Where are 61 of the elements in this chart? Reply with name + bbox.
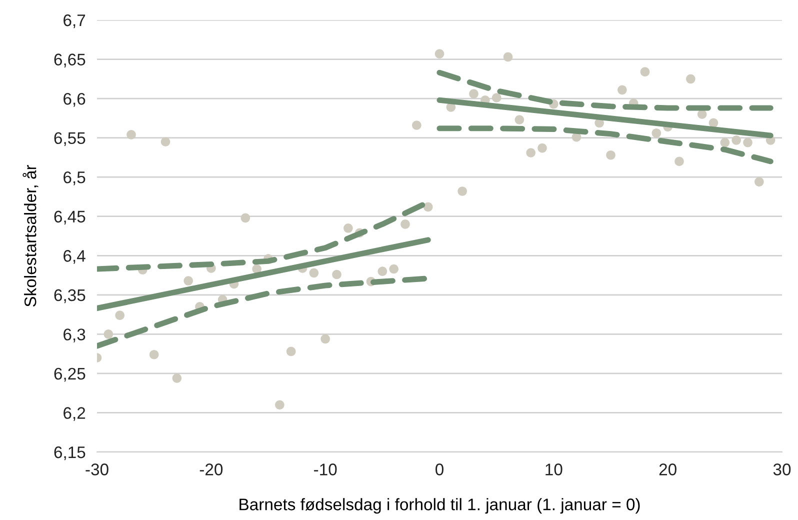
y-tick-label: 6,65 <box>54 54 86 68</box>
y-tick-label: 6,4 <box>64 250 86 264</box>
point <box>503 52 513 62</box>
point <box>412 120 422 130</box>
point <box>434 49 444 58</box>
point <box>708 118 718 128</box>
point <box>458 186 467 196</box>
point <box>332 270 342 280</box>
x-tick-label: 20 <box>659 464 676 476</box>
point <box>469 89 478 98</box>
point <box>344 223 353 233</box>
point <box>240 213 250 223</box>
y-tick-label: 6,6 <box>64 92 86 107</box>
point <box>400 220 410 229</box>
y-tick-label: 6,5 <box>64 171 86 186</box>
point <box>732 136 741 145</box>
point <box>309 268 319 278</box>
x-tick-label: -20 <box>200 464 223 476</box>
x-tick-label: 0 <box>436 464 444 476</box>
point <box>743 138 752 148</box>
point <box>378 266 388 276</box>
point <box>423 202 433 212</box>
point <box>275 400 284 410</box>
point <box>618 85 627 95</box>
point <box>104 330 114 339</box>
y-tick-label: 6,45 <box>54 210 86 225</box>
y-tick-label: 6,2 <box>64 407 86 421</box>
point <box>320 334 330 344</box>
point <box>389 264 398 274</box>
x-tick-label: -10 <box>314 464 337 476</box>
point <box>526 148 536 158</box>
point <box>652 128 662 138</box>
point <box>720 138 730 148</box>
point <box>538 143 547 153</box>
y-tick-label: 6,15 <box>54 446 86 460</box>
point <box>686 74 696 84</box>
point <box>674 156 684 166</box>
point <box>286 346 296 356</box>
x-tick-label: -30 <box>86 464 108 476</box>
point <box>514 115 524 124</box>
point <box>492 93 502 102</box>
x-tick-label: 30 <box>773 464 791 476</box>
y-tick-label: 6,55 <box>54 132 86 146</box>
y-tick-label: 6,3 <box>64 328 86 342</box>
y-tick-label: 6,7 <box>64 14 86 28</box>
point <box>126 130 136 140</box>
y-tick-label: 6,35 <box>54 289 86 304</box>
point <box>115 310 124 320</box>
point <box>252 264 262 274</box>
point <box>160 137 170 146</box>
point <box>754 177 764 186</box>
x-tick-label: 10 <box>546 464 562 476</box>
point <box>149 350 159 360</box>
point <box>697 110 707 119</box>
x-axis-title: Barnets fødselsdag i forhold til 1. januar (1. januar = 0) <box>240 498 640 514</box>
point <box>172 374 182 383</box>
point <box>606 150 616 160</box>
y-axis-title: Skolestartsalder, år <box>22 164 38 307</box>
y-tick-label: 6,25 <box>54 368 86 382</box>
point <box>640 67 650 76</box>
point <box>184 276 193 286</box>
